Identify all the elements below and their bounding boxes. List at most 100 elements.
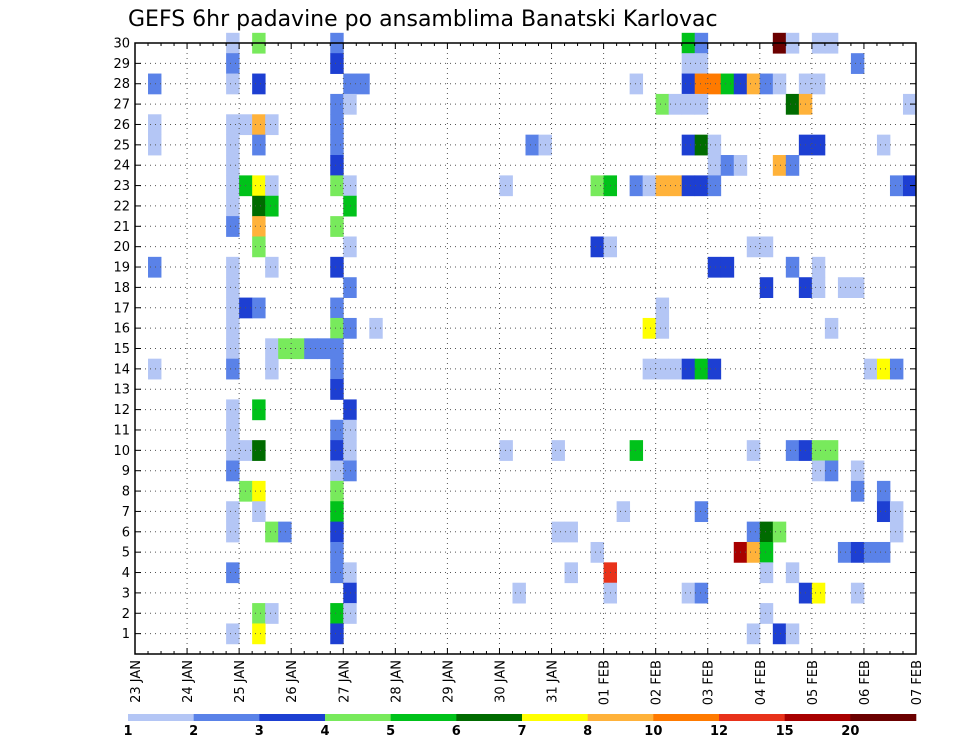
x-tick-label: 23 JAN [129,660,144,703]
heatmap-cell [226,440,240,461]
legend-swatch [259,714,326,721]
legend-label: 12 [710,724,728,739]
heatmap-cell [226,256,240,278]
legend-label: 6 [452,724,461,739]
heatmap-cell [785,256,800,278]
heatmap-cell [707,358,722,380]
heatmap-cell [694,93,709,115]
heatmap-cell [330,216,344,237]
x-tick-label: 29 JAN [441,660,456,703]
heatmap-cell [889,175,904,197]
heatmap-cell [551,440,565,461]
heatmap-cell [551,521,565,543]
heatmap-cell [343,277,357,298]
heatmap-cell [330,175,344,197]
x-tick-label: 03 FEB [702,660,717,705]
heatmap-cell [759,236,774,258]
heatmap-cell [343,93,357,115]
y-tick-label: 10 [113,444,130,459]
color-legend: 1 2 3 4 5 6 7 8 10 12 15 20 [123,714,917,739]
heatmap-cell [902,175,917,197]
heatmap-cell [226,501,240,523]
heatmap-cell [148,114,162,136]
heatmap-cell [746,541,761,563]
y-tick-label: 23 [113,179,130,194]
legend-label: 1 [123,724,132,739]
legend-swatch [719,714,785,721]
heatmap-cell [785,93,800,115]
heatmap-cell [746,521,761,543]
heatmap-cell [252,501,266,523]
heatmap-cell [343,440,357,461]
heatmap-cell [694,358,709,380]
heatmap-cell [226,53,240,74]
heatmap-cell [343,317,357,339]
heatmap-cell [356,73,370,95]
x-tick-label: 24 JAN [181,660,196,703]
heatmap-cell [876,501,891,523]
heatmap-cell [746,440,761,461]
heatmap-cell [785,155,800,176]
heatmap-cell [330,562,344,584]
heatmap-cell [889,358,904,380]
y-tick-label: 22 [113,199,130,214]
heatmap-cell [590,175,604,197]
y-tick-label: 27 [113,98,130,113]
heatmap-cell [330,440,344,461]
heatmap-cell [876,134,891,156]
heatmap-cell [148,73,162,95]
heatmap-cell [694,175,709,197]
heatmap-cell [824,460,839,482]
legend-swatch [456,714,523,721]
heatmap-cell [148,134,162,156]
heatmap-cell [330,480,344,502]
heatmap-cell [811,277,826,298]
y-tick-label: 14 [113,362,130,377]
heatmap-cell [252,73,266,95]
heatmap-cell [759,277,774,298]
heatmap-cell [876,480,891,502]
heatmap-cell [785,623,800,645]
heatmap-cell [811,134,826,156]
heatmap-cell [369,317,383,339]
heatmap-cell [330,541,344,563]
y-tick-label: 28 [113,77,130,92]
heatmap-cell [655,297,670,319]
x-tick-label: 04 FEB [754,660,769,705]
heatmap-cell [681,53,696,74]
heatmap-cell [226,623,240,645]
y-tick-label: 16 [113,322,130,337]
legend-label: 20 [841,724,859,739]
heatmap-cell [226,155,240,176]
y-tick-label: 1 [122,627,130,642]
legend-swatch [784,714,851,721]
heatmap-cell [499,175,513,197]
heatmap-cell [252,175,266,197]
heatmap-cell [252,297,266,319]
heatmap-cell [759,541,774,563]
heatmap-cell [226,338,240,360]
heatmap-cell [837,541,852,563]
heatmap-cell [746,623,761,645]
heatmap-cell [876,358,891,380]
heatmap-cell [720,73,735,95]
heatmap-cell [629,440,644,461]
heatmap-cell [746,236,761,258]
heatmap-cell [694,134,709,156]
heatmap-cell [850,277,865,298]
heatmap-cell [655,358,670,380]
heatmap-cell [265,521,279,543]
heatmap-cell [252,623,266,645]
y-tick-label: 13 [113,383,130,398]
y-tick-label: 7 [122,505,130,520]
heatmap-cell [655,93,670,115]
legend-swatch [850,714,917,721]
heatmap-cell [850,480,865,502]
heatmap-cell [759,603,774,624]
heatmap-cell [811,73,826,95]
heatmap-cell [902,93,917,115]
heatmap-cell [330,501,344,523]
heatmap-cell [746,73,761,95]
heatmap-cell [291,338,305,360]
heatmap-cell [252,216,266,237]
